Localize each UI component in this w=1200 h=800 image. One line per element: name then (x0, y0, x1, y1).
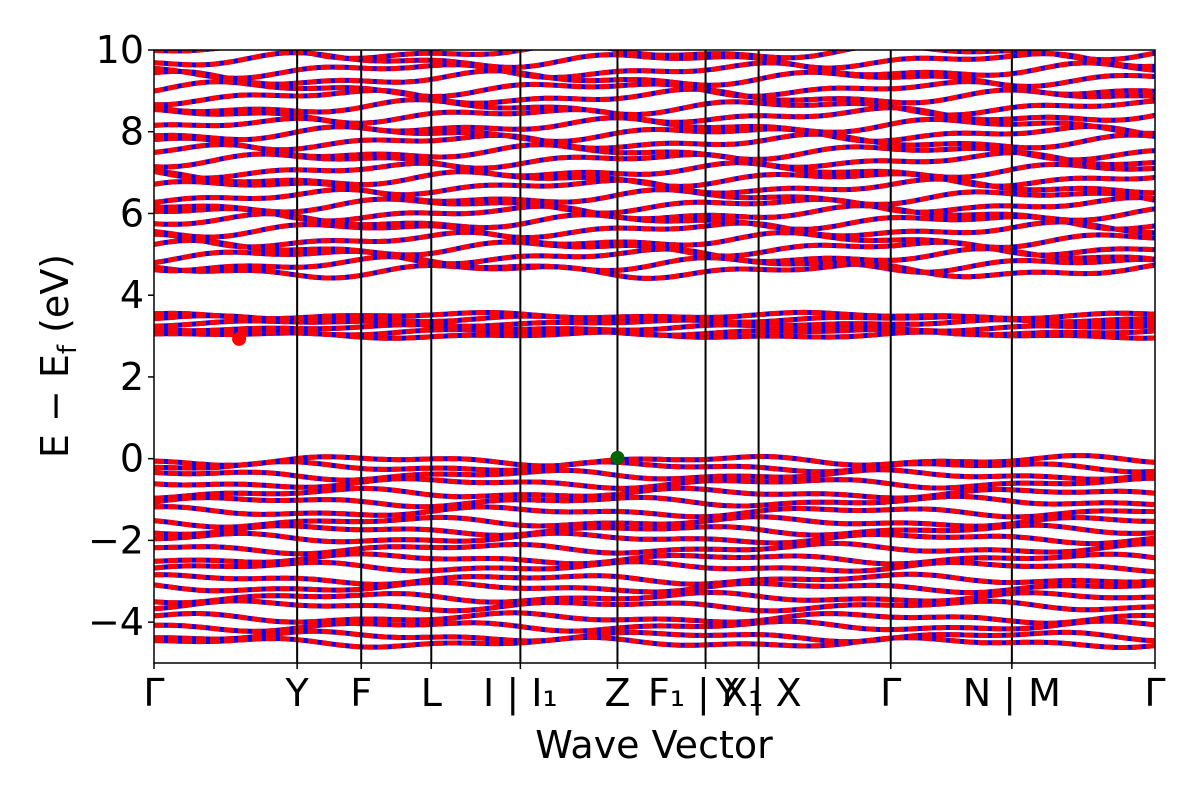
band-line-spin-up (154, 141, 1155, 163)
band-line-spin-down (154, 160, 1155, 181)
band-line-spin-down (154, 186, 1155, 207)
band-line-spin-down (154, 493, 1155, 510)
band-line-spin-down (154, 261, 1155, 281)
band-line-spin-down (154, 459, 1155, 475)
band-line-spin-down (154, 105, 1155, 126)
y-axis-ticks: −4 −2 0 2 4 6 8 10 (88, 28, 154, 644)
y-tick-label: 10 (96, 28, 144, 72)
band-line-spin-down (154, 598, 1155, 614)
x-tick-label: Y | X (714, 671, 801, 716)
band-line-spin-up (154, 322, 1155, 334)
band-line-spin-down (154, 309, 1155, 322)
band-line-spin-down (154, 559, 1155, 575)
high-symmetry-lines (296, 50, 1013, 663)
y-tick-label: 8 (120, 110, 144, 154)
band-line-spin-down (154, 168, 1155, 189)
band-line-spin-down (154, 551, 1155, 567)
band-line-spin-down (154, 610, 1155, 626)
band-line-spin-up (154, 131, 1155, 153)
band-line-spin-down (154, 590, 1155, 606)
y-tick-label: 4 (120, 273, 144, 317)
x-tick-label: F₁ | X₁ (648, 671, 763, 716)
band-line-spin-down (154, 97, 1155, 118)
band-line-spin-down (154, 485, 1155, 501)
y-axis-label-unit: (eV) (33, 254, 77, 345)
band-line-spin-down (154, 195, 1155, 216)
x-tick-label: Γ (880, 671, 901, 715)
band-line-spin-down (154, 86, 1155, 108)
x-tick-label: N | M (963, 671, 1061, 716)
valence-band-maximum-marker (610, 450, 625, 465)
band-line-spin-up (154, 60, 1155, 81)
band-line-spin-down (154, 579, 1155, 596)
y-axis-label-sub: f (53, 344, 83, 354)
band-line-spin-up (154, 219, 1155, 241)
band-line-spin-down (154, 628, 1155, 645)
x-tick-label: Γ (1144, 671, 1165, 715)
band-lines (154, 50, 1155, 650)
band-line-spin-down (154, 452, 1155, 469)
y-tick-label: −2 (88, 518, 144, 562)
y-tick-label: 2 (120, 355, 144, 399)
band-line-spin-down (154, 540, 1155, 557)
band-line-spin-down (154, 530, 1155, 547)
y-tick-label: 0 (120, 437, 144, 481)
band-line-spin-down (154, 467, 1155, 483)
band-line-spin-down (154, 522, 1155, 538)
x-tick-label: Z (604, 671, 630, 715)
band-line-spin-down (154, 504, 1155, 520)
x-tick-label: L (421, 671, 442, 715)
band-line-spin-down (154, 571, 1155, 587)
band-line-spin-down (154, 634, 1155, 650)
band-line-spin-down (154, 254, 1155, 275)
x-tick-label: Y (285, 671, 310, 715)
band-line-spin-up (154, 229, 1155, 250)
plot-frame (153, 49, 1156, 664)
band-line-spin-up (154, 79, 1155, 100)
y-tick-label: −4 (88, 600, 144, 644)
x-tick-label: I | I₁ (483, 671, 558, 716)
band-line-spin-up (154, 68, 1155, 89)
band-line-spin-down (154, 50, 1155, 63)
band-line-spin-down (154, 124, 1155, 144)
conduction-band-minimum-marker (232, 331, 247, 346)
band-line-spin-up (154, 326, 1155, 338)
y-axis-label: E − Ef (eV) (33, 254, 83, 458)
x-axis-label: Wave Vector (535, 723, 773, 767)
band-line-spin-up (154, 309, 1155, 322)
x-tick-label: Γ (143, 671, 164, 715)
x-tick-label: F (350, 671, 372, 715)
band-line-spin-down (154, 203, 1155, 224)
y-axis-label-main: E − E (33, 354, 77, 458)
band-line-spin-down (154, 475, 1155, 491)
y-tick-label: 6 (120, 191, 144, 235)
band-edge-markers (232, 331, 625, 465)
band-line-spin-down (154, 322, 1155, 334)
band-line-spin-down (154, 618, 1155, 634)
